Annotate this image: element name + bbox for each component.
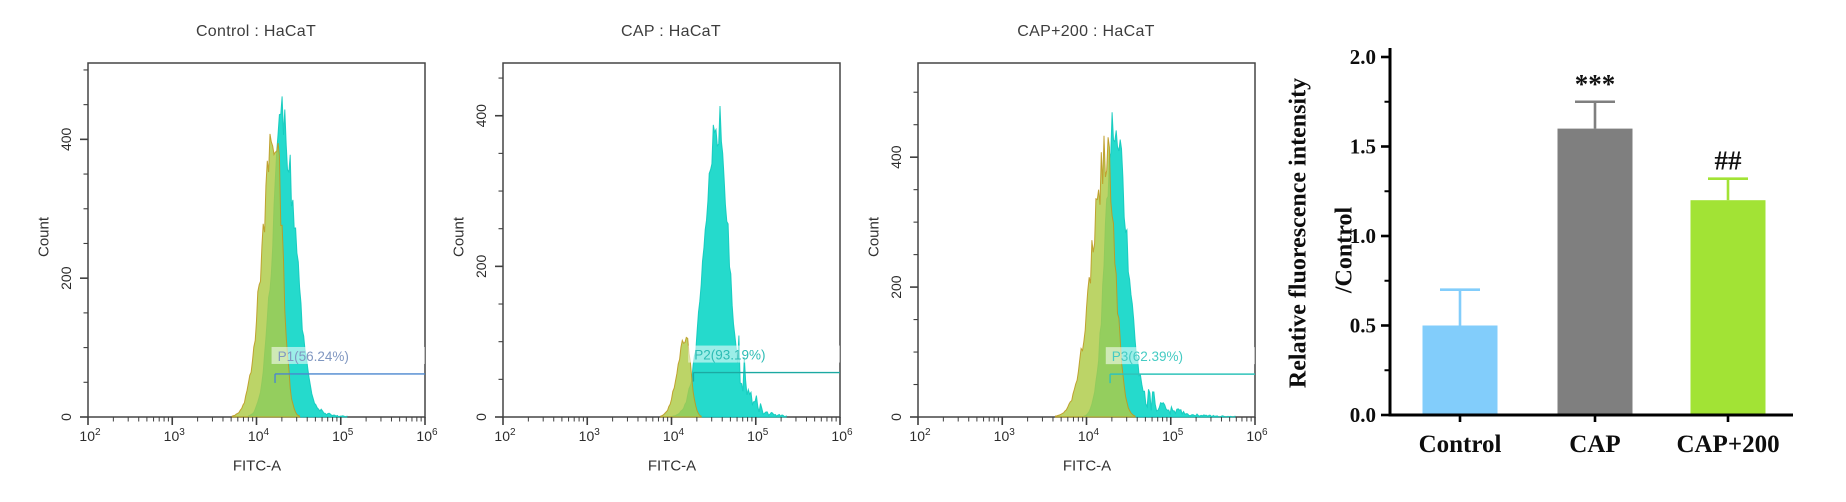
bar-chart-plot: Control *** CAP ## CAP+200 0.0 0.5 1.0 1.5 2.0	[1350, 45, 1793, 458]
x-axis-label-fitc: FITC-A	[232, 457, 282, 475]
panel-title-cap: CAP : HaCaT	[621, 23, 721, 40]
y-tick-label: 0	[473, 413, 489, 421]
bar-chart-panel: Control *** CAP ## CAP+200 0.0 0.5 1.0 1.5 2.0	[1270, 0, 1846, 502]
bar-cap200	[1690, 200, 1766, 415]
x-tick-label: 102	[79, 427, 101, 444]
flow-panel-cap200: P3(62.39%) 0 200 400 102 103 104 105 106 CAP+200…	[830, 0, 1275, 502]
gate-label: P1(56.24%)	[278, 349, 349, 364]
significance-annotation: ***	[1575, 69, 1616, 99]
bar-y-axis-label-line1: Relative fluorescence intensity	[1285, 77, 1312, 389]
y-tick-label: 0.5	[1350, 314, 1376, 338]
x-tick-label: 103	[164, 427, 186, 444]
x-category-label: Control	[1419, 431, 1502, 458]
x-tick-label: 104	[663, 427, 685, 444]
gate-label-band	[1105, 347, 1255, 365]
x-tick-label: 104	[248, 427, 270, 444]
y-tick-label: 200	[58, 266, 74, 290]
flow-plot-cap200: P3(62.39%) 0 200 400 102 103 104 105 106	[888, 62, 1268, 444]
panel-title-control: Control : HaCaT	[195, 23, 317, 40]
bar-cap	[1557, 128, 1633, 415]
plot-border	[502, 62, 841, 418]
bar-y-axis-label-line2: /Control	[1331, 206, 1358, 294]
x-tick-label: 105	[332, 427, 354, 444]
y-tick-label: 0	[888, 413, 904, 421]
histogram-overlay-olive	[1055, 135, 1136, 418]
y-tick-label: 400	[888, 145, 904, 169]
y-axis-label-count: Count	[450, 216, 468, 258]
x-tick-label: 103	[994, 427, 1016, 444]
flow-panel-cap: P2(93.19%) 0 200 400 102 103 104 105 106 CAP : H…	[415, 0, 860, 502]
y-axis-label-count: Count	[865, 216, 883, 258]
x-category-label: CAP+200	[1676, 431, 1779, 458]
significance-annotation: ##	[1715, 146, 1743, 176]
y-tick-label: 1.0	[1350, 224, 1376, 248]
y-tick-label: 0.0	[1350, 403, 1376, 427]
x-tick-label: 102	[494, 427, 516, 444]
y-tick-label: 2.0	[1350, 45, 1376, 69]
gate-label: P2(93.19%)	[694, 348, 765, 363]
flow-panel-control: P1(56.24%) 0 200 400 102 103 104 105 106 Control…	[0, 0, 445, 502]
x-tick-label: 105	[747, 427, 769, 444]
gate-label: P3(62.39%)	[1112, 349, 1183, 364]
x-tick-label: 104	[1078, 427, 1100, 444]
y-tick-label: 200	[888, 275, 904, 299]
histogram-overlay-olive	[660, 336, 702, 418]
y-tick-label: 0	[58, 413, 74, 421]
gate-label-band	[688, 345, 840, 363]
y-tick-label: 400	[473, 104, 489, 128]
y-tick-label: 200	[473, 254, 489, 278]
y-tick-label: 400	[58, 127, 74, 151]
y-axis-label-count: Count	[35, 216, 53, 258]
x-axis-label-fitc: FITC-A	[647, 457, 697, 475]
y-tick-label: 1.5	[1350, 135, 1376, 159]
bar-control	[1422, 325, 1498, 415]
x-tick-label: 105	[1162, 427, 1184, 444]
gate-label-band	[271, 346, 425, 364]
panel-title-cap200: CAP+200 : HaCaT	[1017, 23, 1155, 40]
x-tick-label: 102	[909, 427, 931, 444]
x-category-label: CAP	[1569, 431, 1620, 458]
x-tick-label: 103	[579, 427, 601, 444]
x-axis-label-fitc: FITC-A	[1062, 457, 1112, 475]
x-tick-label: 106	[1246, 427, 1268, 444]
histogram-overlay-olive	[231, 133, 301, 418]
